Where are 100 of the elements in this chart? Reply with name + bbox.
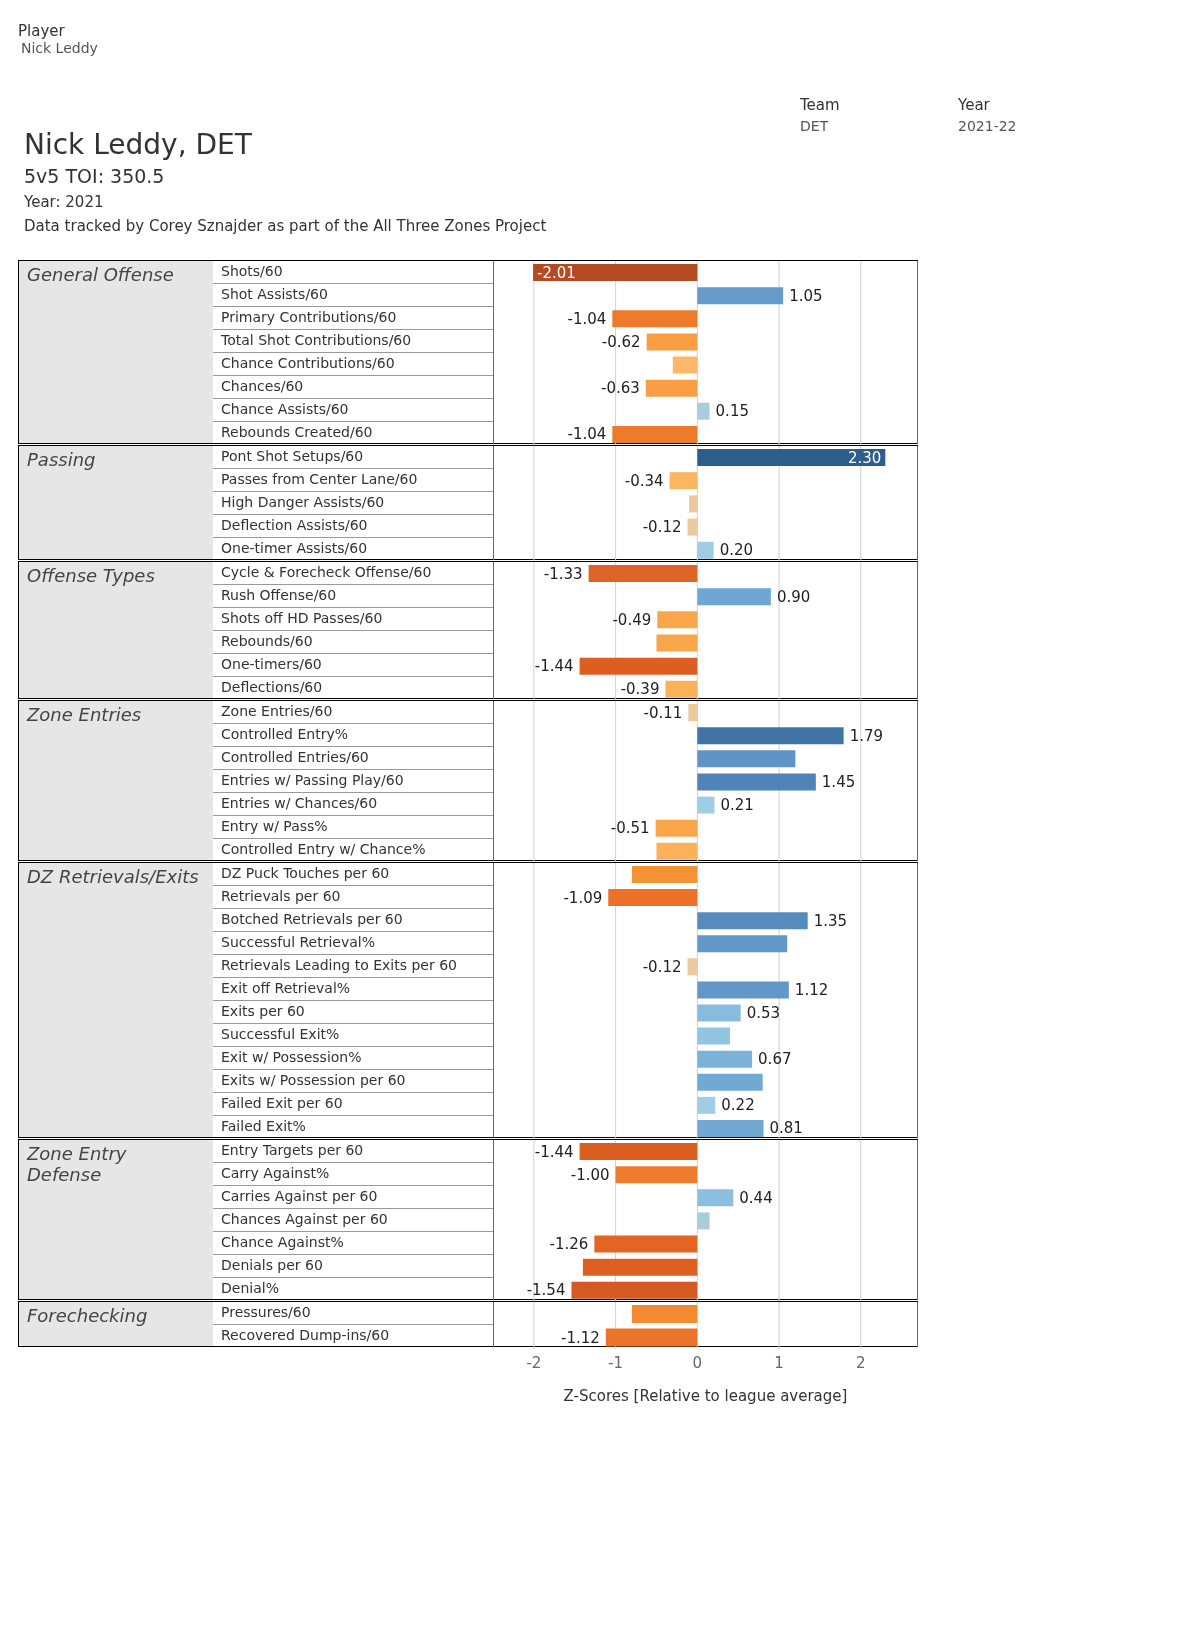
text: Year xyxy=(958,96,991,114)
y-tick-label: Controlled Entries/60 xyxy=(213,747,493,770)
data-label: 0.53 xyxy=(746,1004,781,1022)
x-tick-label: -2 xyxy=(526,1353,542,1372)
y-tick-label: DZ Puck Touches per 60 xyxy=(213,863,493,886)
y-tick-label: Zone Entries/60 xyxy=(213,701,493,724)
x-tick-label: -1 xyxy=(608,1353,624,1372)
data-label: -0.11 xyxy=(643,703,683,722)
y-tick-label: Denial% xyxy=(220,1279,280,1298)
text: Team xyxy=(800,96,840,114)
bar xyxy=(697,1050,753,1068)
data-label: 0.22 xyxy=(721,1096,755,1115)
bar xyxy=(697,1004,741,1022)
data-label: -2.01 xyxy=(537,263,576,282)
y-tick-label: Entry Targets per 60 xyxy=(213,1140,493,1163)
text: Nick Leddy, DET xyxy=(24,128,253,161)
y-tick-label: Rush Offense/60 xyxy=(213,585,493,608)
y-tick-label: Controlled Entry% xyxy=(213,724,493,747)
x-tick-label: 1 xyxy=(774,1353,784,1372)
y-tick-label: Entries w/ Passing Play/60 xyxy=(213,770,493,793)
y-tick-label: Recovered Dump-ins/60 xyxy=(220,1326,391,1345)
y-tick-label: Rebounds/60 xyxy=(213,631,493,654)
y-tick-label: Successful Retrieval% xyxy=(213,932,493,955)
y-tick-label: Chances/60 xyxy=(213,376,493,399)
y-tick-label: Passes from Center Lane/60 xyxy=(213,469,493,492)
y-axis-title: Forechecking xyxy=(18,1301,213,1347)
data-label: -1.33 xyxy=(543,564,583,583)
data-label: 0.44 xyxy=(739,1188,773,1207)
data-label: 1.35 xyxy=(813,911,848,930)
y-axis-title: General Offense xyxy=(18,260,213,444)
x-tick-label: 0 xyxy=(692,1353,703,1372)
y-tick-label: Deflections/60 xyxy=(220,678,324,697)
bar xyxy=(697,1027,731,1045)
y-axis-title: Offense Types xyxy=(18,561,213,699)
bar xyxy=(697,912,808,930)
y-axis-title: DZ Retrievals/Exits xyxy=(18,862,213,1138)
x-tick-label: 2 xyxy=(856,1353,866,1372)
y-tick-label: Carries Against per 60 xyxy=(213,1186,493,1209)
y-tick-label: Primary Contributions/60 xyxy=(213,307,493,330)
data-label: 1.79 xyxy=(849,726,884,745)
y-tick-label: Shots off HD Passes/60 xyxy=(213,608,493,631)
y-tick-label: Pont Shot Setups/60 xyxy=(213,446,493,469)
bar xyxy=(608,889,698,907)
y-tick-label: Entry w/ Pass% xyxy=(213,816,493,839)
data-label: 0.67 xyxy=(758,1050,792,1069)
y-tick-label: Controlled Entry w/ Chance% xyxy=(220,840,427,859)
y-tick-label: Failed Exit per 60 xyxy=(213,1093,493,1116)
data-label: 0.20 xyxy=(719,541,754,560)
data-label: -0.12 xyxy=(642,957,682,976)
data-label: -0.34 xyxy=(624,471,664,490)
bar xyxy=(655,819,698,837)
data-label: 0.90 xyxy=(776,587,811,606)
y-tick-label: Deflection Assists/60 xyxy=(213,515,493,538)
data-label: 1.45 xyxy=(821,772,856,791)
bar xyxy=(697,1119,764,1137)
bar xyxy=(697,1096,716,1114)
bar xyxy=(697,773,816,791)
data-label: -1.09 xyxy=(563,888,603,907)
text: 2021-22 xyxy=(958,118,1017,134)
y-axis-title: Passing xyxy=(18,445,213,560)
x-axis-title: Z-Scores [Relative to league average] xyxy=(562,1387,849,1405)
bar xyxy=(697,935,788,953)
y-tick-label: Retrievals Leading to Exits per 60 xyxy=(213,955,493,978)
y-tick-label: Rebounds Created/60 xyxy=(220,423,374,442)
text: Nick Leddy xyxy=(21,40,98,56)
y-tick-label: One-timers/60 xyxy=(213,654,493,677)
bar xyxy=(688,704,698,721)
y-tick-label: Denials per 60 xyxy=(213,1255,493,1278)
data-label: -1.26 xyxy=(549,1235,589,1254)
y-tick-label: Chance Contributions/60 xyxy=(213,353,493,376)
bar xyxy=(687,958,698,976)
bar xyxy=(697,981,789,999)
y-tick-label: Chances Against per 60 xyxy=(213,1209,493,1232)
data-label: -0.62 xyxy=(601,332,641,351)
data-label: -0.51 xyxy=(610,819,650,838)
y-tick-label: Carry Against% xyxy=(213,1163,493,1186)
text: Player xyxy=(18,22,66,40)
data-label: -0.63 xyxy=(601,379,640,398)
bar xyxy=(656,842,698,860)
y-axis-title: Zone Entry Defense xyxy=(18,1139,213,1300)
text: DET xyxy=(800,118,830,134)
data-label: 2.30 xyxy=(847,448,882,467)
y-tick-label: Entries w/ Chances/60 xyxy=(213,793,493,816)
data-label: -1.54 xyxy=(526,1281,566,1300)
y-tick-label: Shot Assists/60 xyxy=(213,284,493,307)
y-tick-label: Botched Retrievals per 60 xyxy=(213,909,493,932)
data-label: -0.12 xyxy=(642,518,682,537)
bar xyxy=(697,1073,763,1091)
data-label: -1.44 xyxy=(534,1142,574,1161)
data-label: 0.21 xyxy=(720,796,754,815)
data-label: -1.44 xyxy=(534,657,574,676)
y-tick-label: Chance Against% xyxy=(213,1232,493,1255)
data-label: 0.81 xyxy=(769,1119,803,1138)
data-label: -1.04 xyxy=(567,309,607,328)
data-label: 0.15 xyxy=(715,402,749,421)
y-tick-label: One-timer Assists/60 xyxy=(220,539,369,558)
y-tick-label: Pressures/60 xyxy=(213,1302,493,1325)
data-label: 1.12 xyxy=(794,980,829,999)
y-tick-label: Shots/60 xyxy=(213,261,493,284)
y-tick-label: Exit off Retrieval% xyxy=(213,978,493,1001)
